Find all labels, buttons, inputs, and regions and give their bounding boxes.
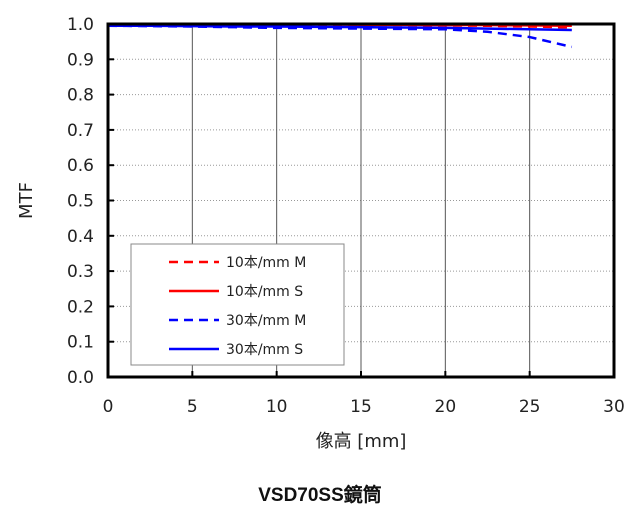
x-tick-label: 15 — [350, 397, 372, 417]
x-tick-label: 0 — [103, 397, 114, 417]
y-tick-label: 0.2 — [67, 297, 94, 317]
chart-caption: VSD70SS鏡筒 — [258, 485, 382, 506]
x-tick-label: 5 — [187, 397, 198, 417]
y-tick-label: 0.9 — [67, 50, 94, 70]
x-tick-label: 25 — [519, 397, 541, 417]
y-tick-label: 0.0 — [67, 368, 94, 388]
legend — [130, 243, 345, 366]
x-tick-label: 20 — [435, 397, 457, 417]
legend-label: 10本/mm S — [226, 284, 303, 300]
mtf-chart: 0.0 0.1 0.2 0.3 0.4 0.5 0.6 0.7 0.8 0.9 1.0 0 5 10 15 2… — [16, 15, 625, 452]
x-tick-label: 30 — [603, 397, 625, 417]
x-axis-title: 像高 [mm] — [316, 431, 407, 452]
y-tick-label: 0.8 — [67, 86, 94, 106]
y-tick-label: 0.3 — [67, 262, 94, 282]
series-line — [108, 24, 572, 32]
plot-frame — [106, 22, 616, 379]
y-axis-title: MTF — [16, 182, 37, 219]
y-tick-label: 1.0 — [67, 15, 94, 35]
y-tick-label: 0.5 — [67, 192, 94, 212]
legend-label: 30本/mm M — [226, 313, 306, 329]
x-tick-label: 10 — [266, 397, 288, 417]
y-tick-label: 0.6 — [67, 156, 94, 176]
y-tick-label: 0.4 — [67, 227, 94, 247]
legend-label: 10本/mm M — [226, 255, 306, 271]
legend-label: 30本/mm S — [226, 342, 303, 358]
y-tick-label: 0.1 — [67, 333, 94, 353]
y-tick-label: 0.7 — [67, 121, 94, 141]
